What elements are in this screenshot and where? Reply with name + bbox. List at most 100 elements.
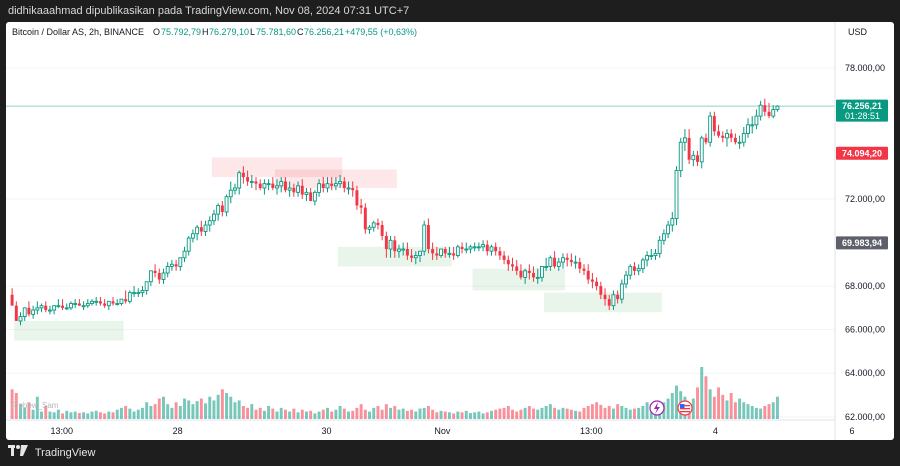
price-axis-ticks[interactable]: 78.000,00 72.000,00 68.000,00 66.000,00 64.0… [845,63,885,422]
volume-bar [283,409,287,419]
volume-bar [611,408,615,419]
volume-bar [494,409,498,419]
candle-body [312,191,317,202]
candle-body [44,305,48,311]
volume-bar [86,413,90,419]
candle-body [296,185,300,193]
candle-body [556,261,561,267]
candle-body [363,207,367,230]
candle-body [401,248,406,251]
candle-body [338,181,343,185]
volume-bar [759,408,763,419]
volume-bar [632,408,636,419]
candle-body [333,183,338,187]
candle-body [410,255,414,258]
tradingview-logo-icon[interactable] [8,440,28,466]
candle-body [666,224,671,235]
volume-bar [296,412,300,419]
volume-bar [511,409,514,419]
volume-bar [208,396,212,419]
candle-body [506,259,510,265]
candle-body [422,224,427,252]
candle-body [683,137,687,143]
volume-bar [557,409,561,419]
volume-bar [225,393,229,419]
candle-body [317,183,321,193]
candle-body [56,305,61,308]
price-label-text: 76.256,21 [842,101,882,111]
zones [14,157,662,341]
volume-bar [447,412,451,419]
volume-bar [464,410,468,419]
candle-body [246,177,250,182]
volume-bar [704,376,708,419]
candle-body [384,235,388,250]
candle-body [455,246,460,257]
candle-body [582,268,586,271]
time-tick-label: 28 [173,426,183,436]
candle-body [548,257,553,267]
time-tick-label: 13:00 [580,426,603,436]
candle-body [393,240,397,252]
legend-low: 75.781,60 [256,27,296,37]
candle-body [578,262,582,269]
volume-bar [124,406,128,419]
volume-bar [738,398,742,419]
volume-bar [40,411,44,419]
volume-bar [620,406,624,419]
candle-body [775,105,780,111]
event-us-flag-icon[interactable] [677,400,693,416]
candle-body [699,137,704,163]
candle-body [98,301,102,304]
candle-body [460,246,464,250]
candle-body [304,191,309,195]
volume-bar [191,404,195,419]
volume-bar [750,406,754,419]
candle-body [586,270,590,280]
candle-body [603,294,607,300]
candle-body [203,224,208,233]
volume-bar [754,407,758,419]
candle-body [119,298,124,304]
candle-body [14,305,18,321]
candle-body [48,309,52,312]
volume-bar [107,411,111,419]
volume-bar [725,400,729,419]
volume-bar [729,393,733,419]
chart-canvas[interactable]: Bitcoin / Dollar AS, 2h, BINANCE O 75.79… [6,22,894,440]
volume-bar [98,412,102,419]
candle-body [678,141,683,172]
volume-bar [288,411,292,419]
event-lightning-icon[interactable] [649,400,665,416]
volume-bar [637,407,641,419]
volume-bar [279,407,283,419]
volume-bar [94,410,98,419]
candle-body [287,187,292,191]
volume-bar [359,404,363,419]
candle-body [397,248,401,252]
chart-frame[interactable]: Bitcoin / Dollar AS, 2h, BINANCE O 75.79… [6,22,894,440]
volume-bar [565,408,569,419]
footer-brand[interactable]: TradingView [34,447,96,459]
volume-bar [246,407,250,419]
volume-bar [304,411,308,419]
candle-body [741,133,746,143]
volume-bar [334,409,338,419]
legend-o-label: O [153,27,160,37]
candle-body [632,266,636,271]
candle-body [657,239,662,254]
volume-bar [603,407,607,419]
volume-bar [468,413,472,419]
volume-bar [498,408,502,419]
volume-bar [523,407,527,419]
publish-bar: didhikaaahmad dipublikasikan pada Tradin… [0,0,900,22]
candle-body [330,183,334,186]
volume-bar [262,410,266,419]
demand-zone [14,320,124,341]
candle-body [573,261,578,264]
volume-bar [31,409,35,419]
volume-bar [69,412,73,419]
candle-body [489,246,494,252]
